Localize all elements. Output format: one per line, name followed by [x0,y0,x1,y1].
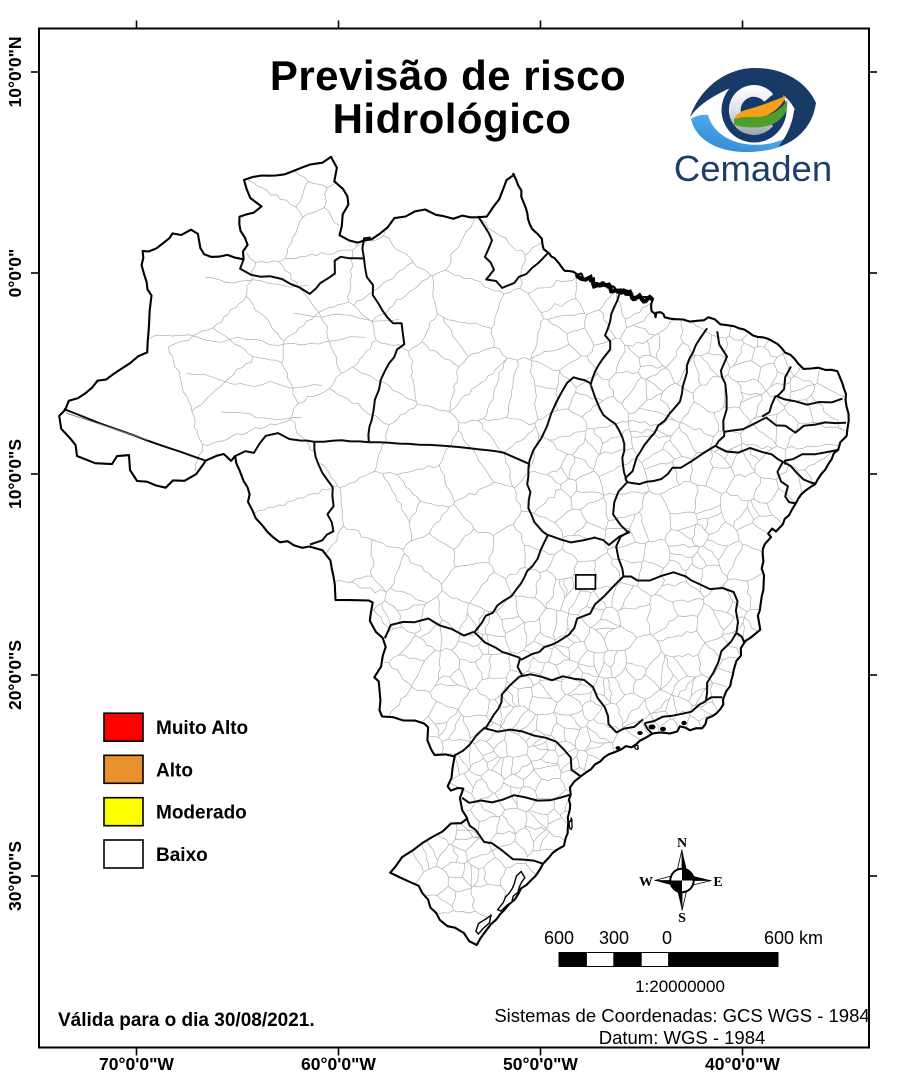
svg-text:50°0'0"W: 50°0'0"W [503,1054,578,1074]
svg-text:Previsão de risco: Previsão de risco [270,52,626,99]
svg-text:W: W [639,875,653,890]
svg-text:300: 300 [599,928,629,948]
svg-text:Hidrológico: Hidrológico [333,95,572,142]
svg-text:Baixo: Baixo [156,845,208,866]
svg-text:1:20000000: 1:20000000 [635,977,725,996]
svg-text:Cemaden: Cemaden [674,148,832,189]
svg-text:S: S [678,911,686,926]
svg-text:Muito Alto: Muito Alto [156,718,248,739]
svg-text:Alto: Alto [156,760,193,781]
svg-text:70°0'0"W: 70°0'0"W [99,1054,174,1074]
svg-text:Datum: WGS - 1984: Datum: WGS - 1984 [599,1027,766,1048]
svg-text:Válida para o dia 30/08/2021.: Válida para o dia 30/08/2021. [58,1010,315,1031]
svg-text:Sistemas de Coordenadas: GCS W: Sistemas de Coordenadas: GCS WGS - 1984 [494,1005,869,1026]
svg-text:0: 0 [662,928,672,948]
svg-text:E: E [713,875,722,890]
svg-text:30°0'0"S: 30°0'0"S [5,841,25,911]
svg-text:60°0'0"W: 60°0'0"W [301,1054,376,1074]
svg-text:0°0'0": 0°0'0" [5,249,25,298]
svg-text:km: km [799,928,823,948]
svg-text:600: 600 [544,928,574,948]
svg-text:20°0'0"S: 20°0'0"S [5,640,25,710]
svg-text:N: N [677,836,687,851]
svg-text:40°0'0"W: 40°0'0"W [705,1054,780,1074]
svg-text:10°0'0"N: 10°0'0"N [5,36,25,107]
svg-text:Moderado: Moderado [156,803,247,824]
svg-text:600: 600 [764,928,794,948]
svg-text:10°0'0"S: 10°0'0"S [5,439,25,509]
